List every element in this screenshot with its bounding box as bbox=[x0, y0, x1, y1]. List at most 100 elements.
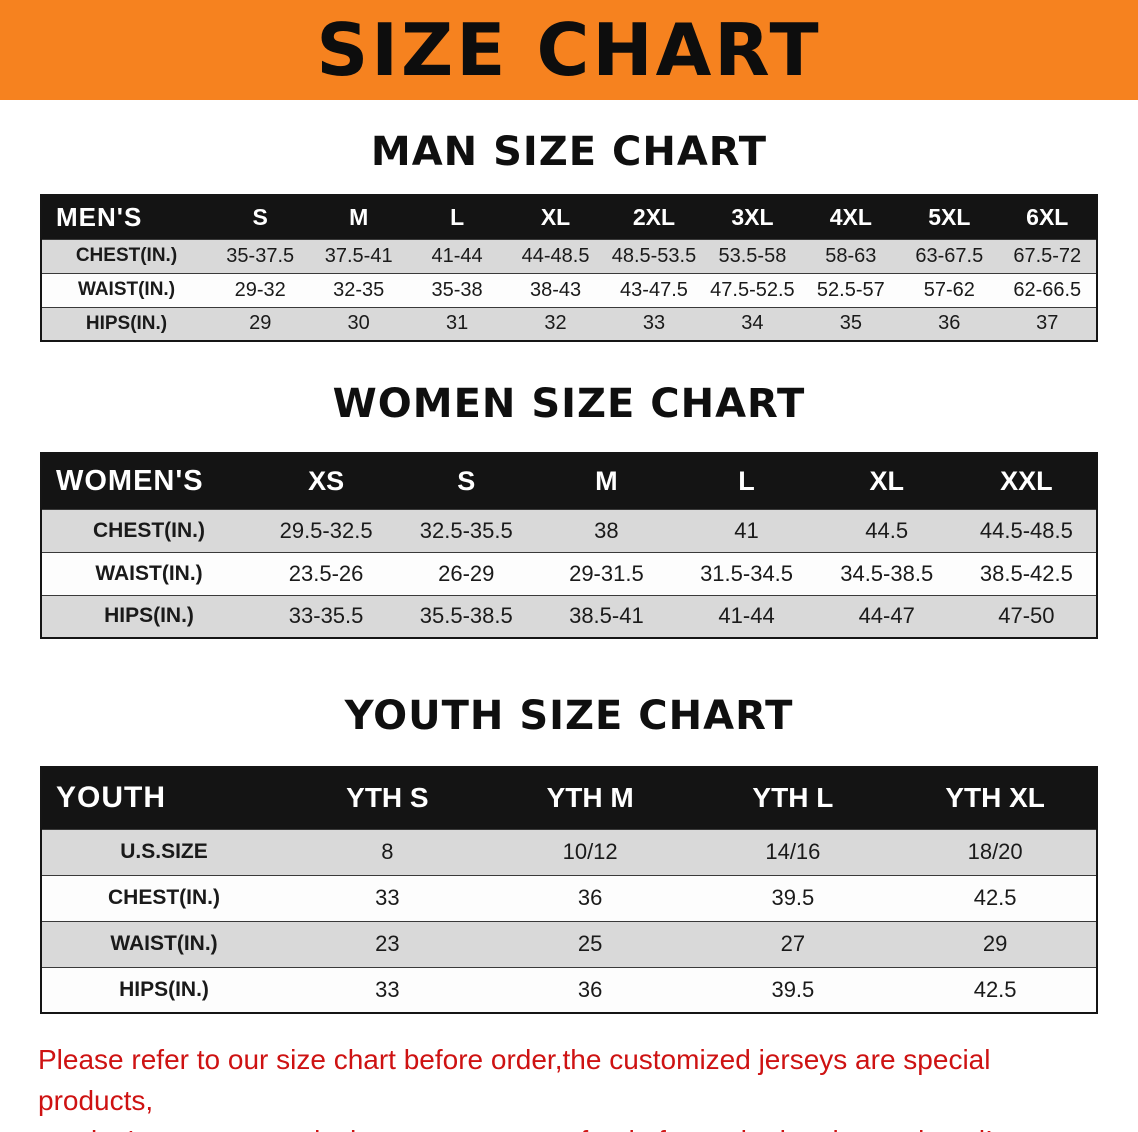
measurement-value-cell: 27 bbox=[691, 920, 895, 968]
size-column-header: YTH S bbox=[286, 766, 489, 830]
measurement-row-label: HIPS(IN.) bbox=[41, 594, 256, 639]
measurement-value-cell: 63-67.5 bbox=[900, 238, 999, 274]
disclaimer-line-1: Please refer to our size chart before or… bbox=[38, 1044, 991, 1116]
size-column-header: S bbox=[396, 452, 537, 510]
table-title-cell: YOUTH bbox=[41, 766, 286, 830]
size-column-header: 3XL bbox=[703, 194, 802, 240]
measurement-value-cell: 29-32 bbox=[211, 272, 310, 308]
measurement-value-cell: 25 bbox=[488, 920, 692, 968]
measurement-value-cell: 33 bbox=[286, 874, 489, 922]
women-section-heading: WOMEN SIZE CHART bbox=[332, 381, 806, 427]
measurement-value-cell: 30 bbox=[309, 306, 408, 342]
measurement-value-cell: 32.5-35.5 bbox=[396, 508, 537, 553]
size-column-header: S bbox=[211, 194, 310, 240]
measurement-value-cell: 14/16 bbox=[691, 828, 895, 876]
measurement-value-cell: 33 bbox=[286, 966, 489, 1014]
measurement-value-cell: 29.5-32.5 bbox=[256, 508, 397, 553]
section-men: MAN SIZE CHART MEN'S S M L XL 2XL 3XL 4XL 5XL 6XL… bbox=[0, 130, 1138, 342]
measurement-value-cell: 32 bbox=[506, 306, 605, 342]
youth-section-heading: YOUTH SIZE CHART bbox=[344, 693, 794, 739]
measurement-row-label: CHEST(IN.) bbox=[41, 874, 286, 922]
measurement-value-cell: 33 bbox=[604, 306, 704, 342]
measurement-value-cell: 36 bbox=[900, 306, 999, 342]
disclaimer-line-2: we don't accept cancel, change, teturn o… bbox=[38, 1121, 1100, 1132]
size-column-header: 4XL bbox=[801, 194, 901, 240]
size-column-header: L bbox=[676, 452, 817, 510]
measurement-value-cell: 31 bbox=[407, 306, 507, 342]
measurement-value-cell: 23.5-26 bbox=[256, 551, 397, 596]
measurement-value-cell: 38-43 bbox=[506, 272, 605, 308]
table-title-cell: WOMEN'S bbox=[41, 452, 256, 510]
measurement-value-cell: 39.5 bbox=[691, 966, 895, 1014]
measurement-value-cell: 42.5 bbox=[894, 874, 1097, 922]
measurement-value-cell: 39.5 bbox=[691, 874, 895, 922]
measurement-value-cell: 37.5-41 bbox=[309, 238, 408, 274]
section-women: WOMEN SIZE CHART WOMEN'S XS S M L XL XXL CHEST(… bbox=[0, 382, 1138, 639]
measurement-value-cell: 44-47 bbox=[816, 594, 957, 639]
youth-size-table: YOUTH YTH S YTH M YTH L YTH XL U.S.SIZE 8 10/12… bbox=[40, 766, 1098, 1014]
table-header-row: YOUTH YTH S YTH M YTH L YTH XL bbox=[41, 766, 1097, 830]
size-column-header: M bbox=[309, 194, 408, 240]
measurement-value-cell: 47.5-52.5 bbox=[703, 272, 802, 308]
size-column-header: YTH L bbox=[691, 766, 895, 830]
banner-title: SIZE CHART bbox=[316, 8, 822, 92]
size-column-header: XL bbox=[506, 194, 605, 240]
size-column-header: 2XL bbox=[604, 194, 704, 240]
table-header-row: WOMEN'S XS S M L XL XXL bbox=[41, 452, 1097, 510]
measurement-value-cell: 23 bbox=[286, 920, 489, 968]
section-youth: YOUTH SIZE CHART YOUTH YTH S YTH M YTH L YTH… bbox=[0, 694, 1138, 1014]
measurement-value-cell: 33-35.5 bbox=[256, 594, 397, 639]
measurement-value-cell: 58-63 bbox=[801, 238, 901, 274]
measurement-row-label: WAIST(IN.) bbox=[41, 920, 286, 968]
men-section-heading: MAN SIZE CHART bbox=[370, 129, 768, 175]
measurement-value-cell: 44.5-48.5 bbox=[956, 508, 1097, 553]
measurement-value-cell: 29 bbox=[894, 920, 1097, 968]
size-column-header: M bbox=[536, 452, 677, 510]
size-column-header: XXL bbox=[956, 452, 1097, 510]
measurement-row-label: U.S.SIZE bbox=[41, 828, 286, 876]
table-row: WAIST(IN.) 29-32 32-35 35-38 38-43 43-47.5 47.… bbox=[41, 272, 1097, 308]
table-row: CHEST(IN.) 33 36 39.5 42.5 bbox=[41, 874, 1097, 922]
measurement-value-cell: 67.5-72 bbox=[998, 238, 1097, 274]
table-header-row: MEN'S S M L XL 2XL 3XL 4XL 5XL 6XL bbox=[41, 194, 1097, 240]
measurement-value-cell: 38.5-41 bbox=[536, 594, 677, 639]
measurement-value-cell: 26-29 bbox=[396, 551, 537, 596]
measurement-value-cell: 38 bbox=[536, 508, 677, 553]
table-row: WAIST(IN.) 23 25 27 29 bbox=[41, 920, 1097, 968]
measurement-value-cell: 32-35 bbox=[309, 272, 408, 308]
measurement-value-cell: 44-48.5 bbox=[506, 238, 605, 274]
measurement-row-label: CHEST(IN.) bbox=[41, 238, 211, 274]
men-size-table: MEN'S S M L XL 2XL 3XL 4XL 5XL 6XL CHEST(IN.) 35-37… bbox=[40, 194, 1098, 342]
measurement-value-cell: 35 bbox=[801, 306, 901, 342]
measurement-value-cell: 35-38 bbox=[407, 272, 507, 308]
measurement-value-cell: 41-44 bbox=[407, 238, 507, 274]
table-row: WAIST(IN.) 23.5-26 26-29 29-31.5 31.5-34.5 34… bbox=[41, 551, 1097, 596]
measurement-value-cell: 41-44 bbox=[676, 594, 817, 639]
measurement-row-label: HIPS(IN.) bbox=[41, 306, 211, 342]
measurement-value-cell: 52.5-57 bbox=[801, 272, 901, 308]
size-column-header: XS bbox=[256, 452, 397, 510]
measurement-value-cell: 35-37.5 bbox=[211, 238, 310, 274]
measurement-value-cell: 57-62 bbox=[900, 272, 999, 308]
measurement-row-label: WAIST(IN.) bbox=[41, 272, 211, 308]
size-column-header: L bbox=[407, 194, 507, 240]
measurement-row-label: HIPS(IN.) bbox=[41, 966, 286, 1014]
measurement-value-cell: 31.5-34.5 bbox=[676, 551, 817, 596]
measurement-value-cell: 44.5 bbox=[816, 508, 957, 553]
measurement-value-cell: 34.5-38.5 bbox=[816, 551, 957, 596]
measurement-value-cell: 18/20 bbox=[894, 828, 1097, 876]
measurement-value-cell: 48.5-53.5 bbox=[604, 238, 704, 274]
table-row: CHEST(IN.) 35-37.5 37.5-41 41-44 44-48.5 48.5… bbox=[41, 238, 1097, 274]
disclaimer: Please refer to our size chart before or… bbox=[38, 1040, 1100, 1132]
measurement-value-cell: 35.5-38.5 bbox=[396, 594, 537, 639]
measurement-value-cell: 34 bbox=[703, 306, 802, 342]
table-row: HIPS(IN.) 33-35.5 35.5-38.5 38.5-41 41-44 44-… bbox=[41, 594, 1097, 639]
table-row: U.S.SIZE 8 10/12 14/16 18/20 bbox=[41, 828, 1097, 876]
measurement-value-cell: 53.5-58 bbox=[703, 238, 802, 274]
table-row: CHEST(IN.) 29.5-32.5 32.5-35.5 38 41 44.5 44.5… bbox=[41, 508, 1097, 553]
measurement-value-cell: 41 bbox=[676, 508, 817, 553]
measurement-value-cell: 29 bbox=[211, 306, 310, 342]
measurement-value-cell: 10/12 bbox=[488, 828, 692, 876]
measurement-value-cell: 36 bbox=[488, 874, 692, 922]
